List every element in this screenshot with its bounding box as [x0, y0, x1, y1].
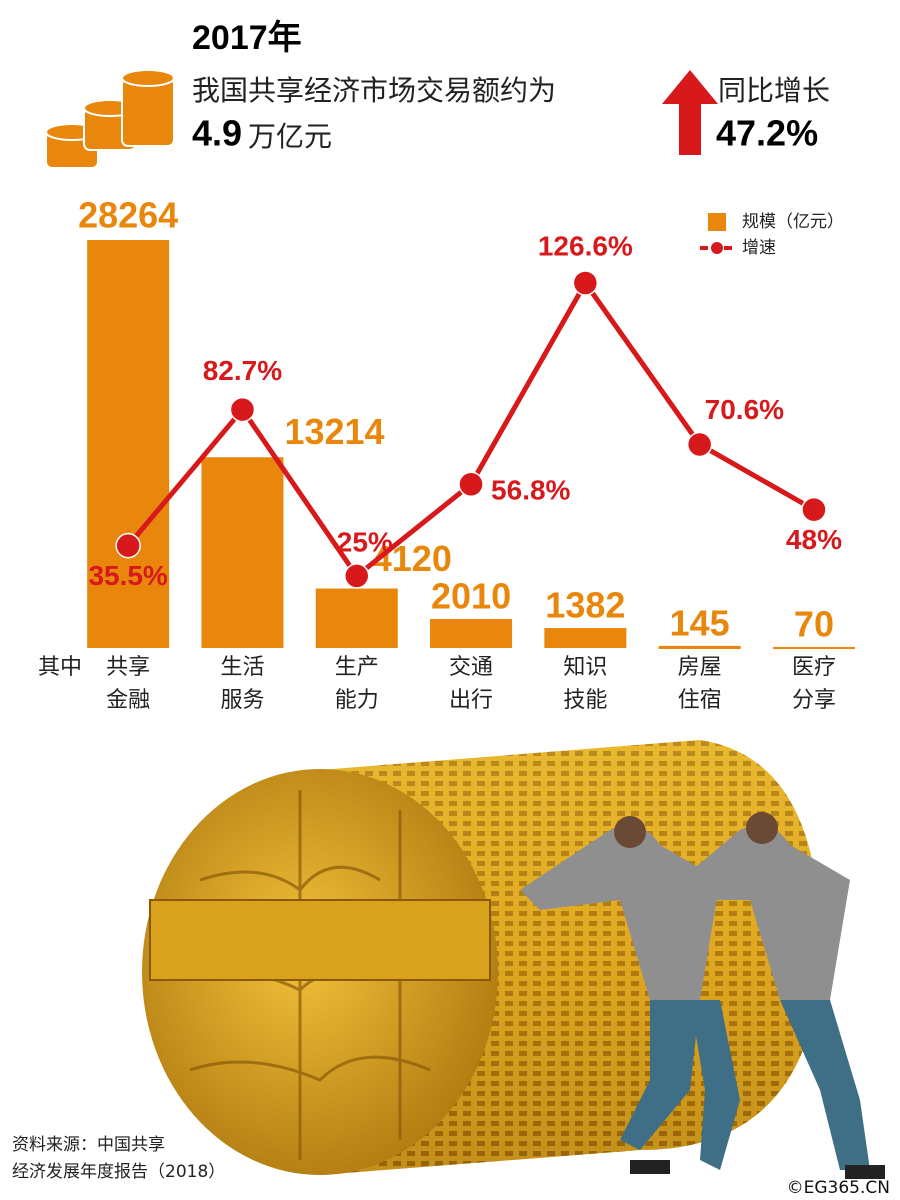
legend-label: 规模（亿元） [742, 212, 844, 232]
legend-label: 增速 [742, 238, 776, 258]
growth-point [115, 532, 141, 559]
bar [201, 457, 284, 648]
growth-value-label: 70.6% [705, 394, 784, 425]
growth-value: 47.2% [716, 113, 818, 154]
bar-value-label: 4120 [372, 538, 452, 579]
category-label: 技能 [563, 688, 607, 713]
growth-point [572, 270, 599, 296]
bar-value-label: 28264 [78, 195, 178, 236]
bar-value-label: 145 [670, 602, 730, 643]
bar [87, 240, 170, 648]
bar-value-label: 13214 [284, 411, 384, 452]
bar [658, 645, 741, 648]
category-label: 分享 [792, 688, 836, 713]
amount: 4.9 [192, 113, 242, 154]
growth-value-label: 82.7% [203, 355, 282, 386]
illustration [142, 740, 885, 1179]
category-label: 出行 [449, 688, 493, 713]
growth-label: 同比增长 [718, 74, 830, 107]
legend-swatch [708, 213, 726, 231]
category-label: 共享 [106, 655, 150, 680]
growth-value-label: 25% [337, 526, 393, 557]
bar-value-label: 1382 [545, 585, 625, 626]
amount-unit: 万亿元 [248, 120, 332, 153]
growth-value-label: 56.8% [491, 475, 570, 506]
category-label: 服务 [220, 688, 264, 713]
source-line: 经济发展年度报告（2018） [12, 1162, 225, 1182]
bar-value-label: 2010 [431, 576, 511, 617]
growth-value-label: 126.6% [538, 230, 633, 261]
category-label: 生活 [220, 655, 264, 680]
headline: 我国共享经济市场交易额约为 [192, 74, 556, 107]
category-label: 生产 [335, 655, 379, 680]
year: 2017年 [192, 19, 302, 57]
bar [315, 588, 398, 648]
legend-dot [711, 242, 723, 254]
growth-point [229, 396, 256, 423]
growth-point [344, 563, 370, 589]
bar [430, 618, 513, 648]
bar-value-label: 70 [794, 604, 834, 645]
growth-value-label: 35.5% [88, 560, 167, 591]
category-label: 知识 [563, 655, 607, 680]
growth-point [801, 496, 827, 523]
growth-value-label: 48% [786, 524, 842, 555]
growth-point [686, 431, 713, 458]
category-label: 房屋 [678, 655, 722, 680]
category-label: 金融 [106, 688, 150, 713]
category-prefix: 其中 [38, 655, 82, 680]
category-label: 住宿 [678, 688, 722, 713]
source-line: 资料来源：中国共享 [12, 1135, 165, 1155]
growth-point [458, 471, 484, 497]
coins-icon [45, 69, 175, 169]
category-label: 医疗 [792, 655, 836, 680]
category-label: 能力 [335, 688, 379, 713]
up-arrow [662, 70, 718, 155]
category-label: 交通 [449, 655, 493, 680]
credit: ©EG365.CN [787, 1178, 890, 1198]
bar [544, 628, 627, 648]
